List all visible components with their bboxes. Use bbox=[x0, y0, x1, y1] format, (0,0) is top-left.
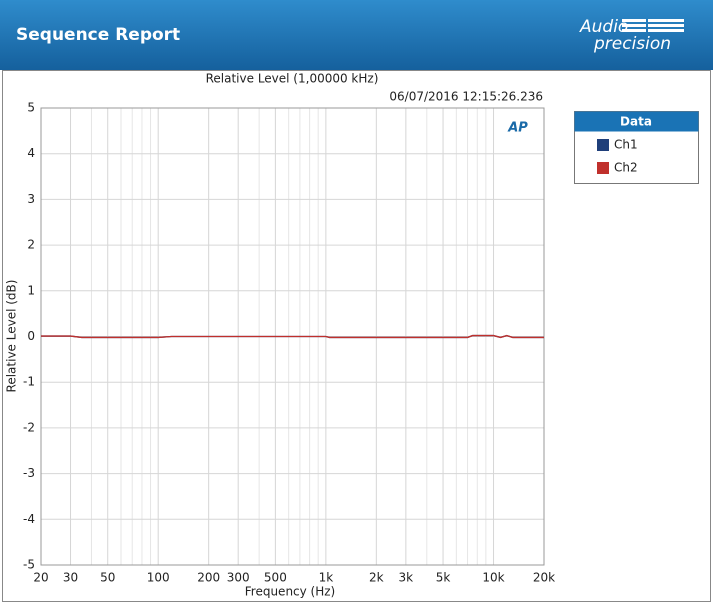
x-tick-label: 100 bbox=[147, 571, 170, 585]
legend-label: Ch1 bbox=[614, 138, 638, 152]
y-tick-label: -1 bbox=[23, 375, 35, 389]
report-title: Sequence Report bbox=[16, 25, 180, 45]
y-tick-label: 2 bbox=[27, 238, 35, 252]
legend-title: Data bbox=[620, 115, 652, 129]
x-tick-label: 500 bbox=[264, 571, 287, 585]
y-tick-label: 1 bbox=[27, 283, 35, 297]
frame bbox=[2, 70, 711, 602]
x-tick-label: 3k bbox=[399, 571, 414, 585]
legend-label: Ch2 bbox=[614, 161, 638, 175]
x-tick-label: 1k bbox=[319, 571, 334, 585]
legend: Data bbox=[574, 111, 699, 184]
logo-text: Audio bbox=[579, 17, 628, 37]
legend-header bbox=[574, 111, 699, 132]
header-bar bbox=[0, 0, 713, 70]
logo-bars bbox=[622, 19, 684, 32]
x-tick-label: 50 bbox=[100, 571, 115, 585]
y-tick-label: 5 bbox=[27, 101, 35, 115]
plot-logo: AP bbox=[507, 121, 528, 136]
chart-title: Relative Level (1,00000 kHz) bbox=[206, 72, 379, 86]
x-tick-label: 200 bbox=[197, 571, 220, 585]
x-tick-label: 20k bbox=[533, 571, 555, 585]
x-tick-label: 20 bbox=[33, 571, 48, 585]
y-tick-label: -2 bbox=[23, 420, 35, 434]
y-tick-label: -3 bbox=[23, 466, 35, 480]
x-tick-label: 5k bbox=[436, 571, 451, 585]
y-tick-label: -4 bbox=[23, 512, 35, 526]
legend-swatch bbox=[597, 139, 609, 151]
logo-text: precision bbox=[593, 34, 671, 54]
legend-swatch bbox=[597, 162, 609, 174]
y-tick-label: 3 bbox=[27, 192, 35, 206]
y-tick-label: -5 bbox=[23, 558, 35, 572]
y-tick-label: 4 bbox=[27, 146, 35, 160]
x-tick-label: 300 bbox=[227, 571, 250, 585]
x-axis-label: Frequency (Hz) bbox=[245, 585, 336, 599]
y-tick-label: 0 bbox=[27, 329, 35, 343]
chart-subtitle: 06/07/2016 12:15:26.236 bbox=[389, 90, 543, 104]
y-axis-label: Relative Level (dB) bbox=[5, 280, 19, 393]
x-tick-label: 2k bbox=[369, 571, 384, 585]
x-tick-label: 30 bbox=[63, 571, 78, 585]
x-tick-label: 10k bbox=[482, 571, 504, 585]
series-line bbox=[41, 334, 544, 339]
